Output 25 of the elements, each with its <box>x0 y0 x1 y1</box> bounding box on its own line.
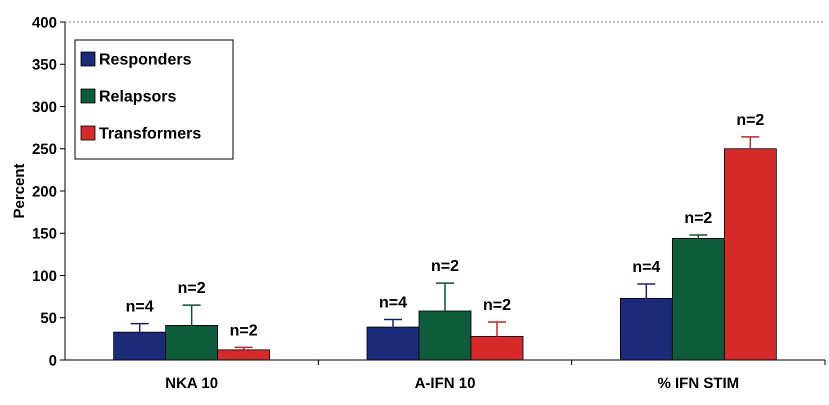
annotation: n=2 <box>736 112 764 129</box>
y-tick-label: 300 <box>32 98 57 116</box>
annotation: n=2 <box>482 296 512 314</box>
y-tick-label: 200 <box>32 183 57 200</box>
annotation: n=2 <box>430 258 460 276</box>
annotation: n=2 <box>230 322 258 340</box>
y-tick-label: 350 <box>32 56 57 74</box>
x-tick-label: % IFN STIM <box>657 375 740 392</box>
y-tick-label: 0 <box>48 352 57 370</box>
annotation: n=2 <box>684 210 712 227</box>
y-tick-label: 50 <box>40 310 57 327</box>
y-tick-label: 400 <box>32 14 57 32</box>
legend-label: Relapsors <box>99 88 176 106</box>
annotation: n=4 <box>378 294 408 312</box>
annotation: n=4 <box>126 298 154 316</box>
y-tick-label: 150 <box>32 226 57 242</box>
x-tick-label: NKA 10 <box>165 375 218 392</box>
legend-label: Transformers <box>99 126 202 143</box>
annotation: n=4 <box>632 258 660 276</box>
annotation: n=2 <box>178 280 206 298</box>
y-axis-title: Percent <box>11 163 28 219</box>
y-tick-label: 100 <box>32 268 57 285</box>
x-tick-label: A-IFN 10 <box>414 375 476 392</box>
y-tick-label: 250 <box>32 141 57 158</box>
legend-label: Responders <box>99 52 192 69</box>
